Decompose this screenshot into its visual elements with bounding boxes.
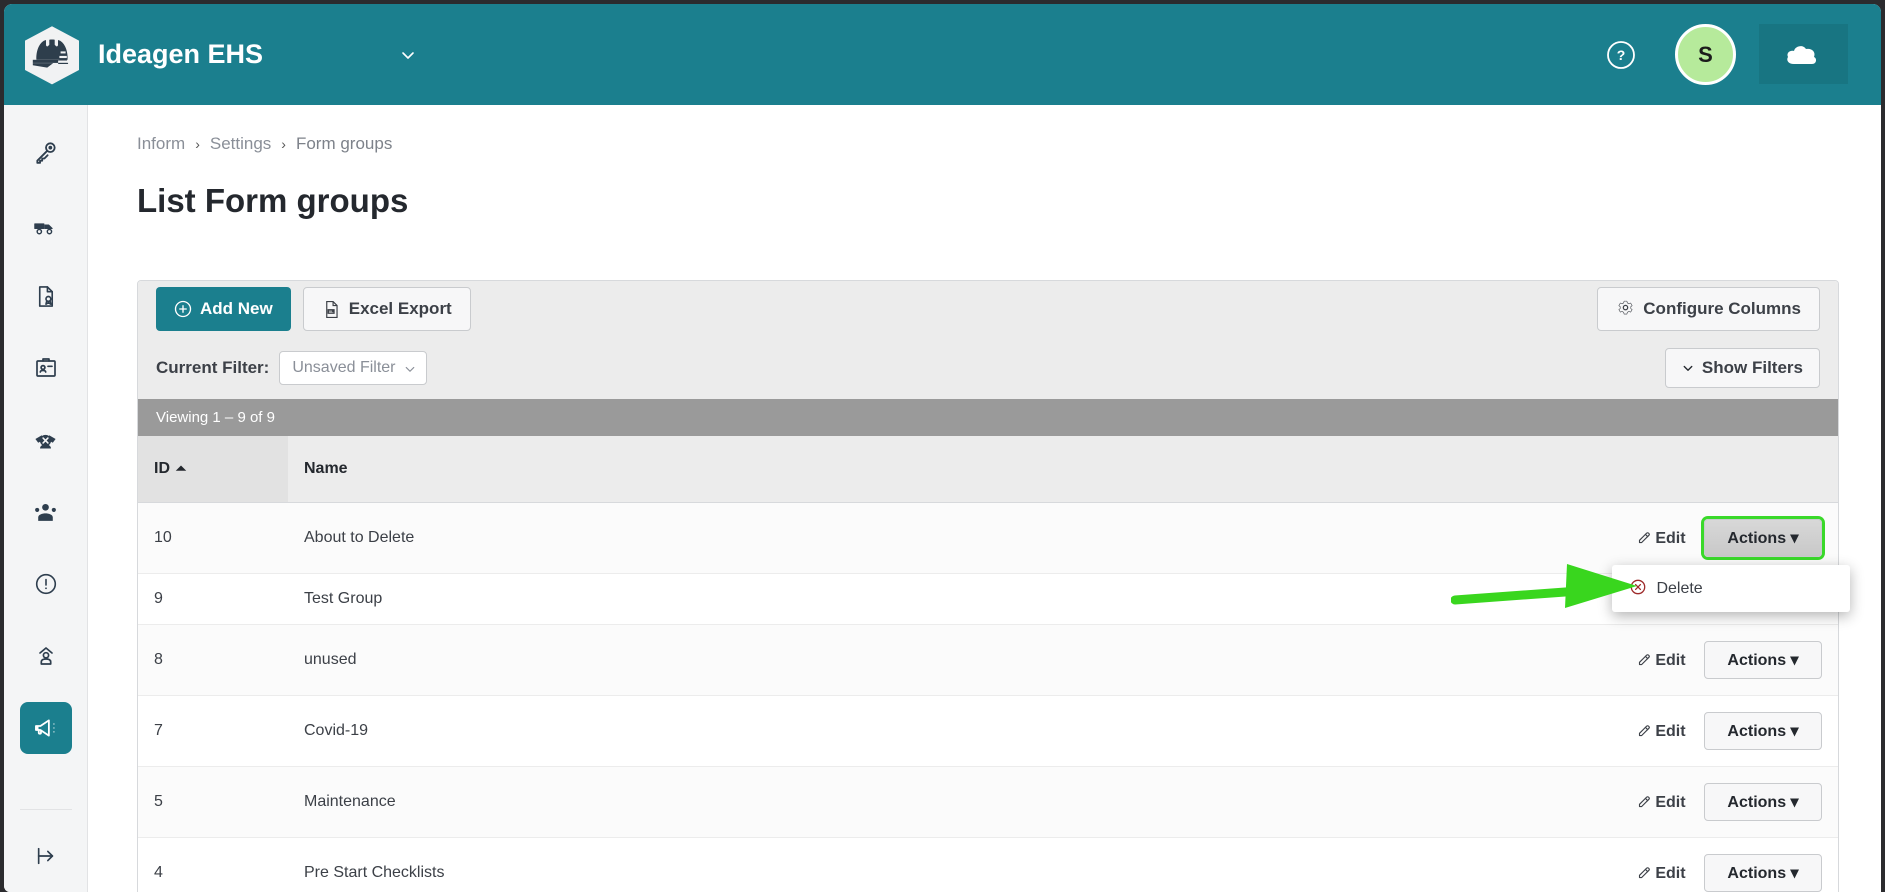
svg-text:?: ?	[1616, 47, 1625, 63]
svg-text:XL: XL	[329, 309, 334, 313]
